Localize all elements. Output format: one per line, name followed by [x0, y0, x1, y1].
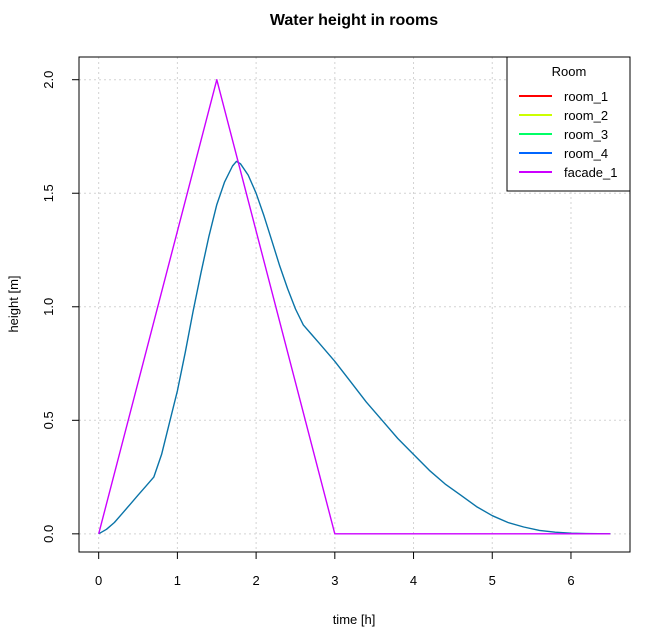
x-tick-label-1: 1: [174, 573, 181, 588]
legend: Room room_1 room_2 room_3 room_4 facade_1: [506, 56, 631, 192]
series-line-facade-1: [98, 78, 611, 535]
y-tick-label-3: 1.5: [41, 184, 56, 202]
y-axis: 0.0 0.5 1.0 1.5 2.0: [41, 71, 80, 543]
y-tick-label-4: 2.0: [41, 71, 56, 89]
y-axis-title: height [m]: [6, 275, 21, 332]
x-tick-label-3: 3: [331, 573, 338, 588]
series-layer: [98, 78, 611, 535]
legend-items: room_1 room_2 room_3 room_4 facade_1: [519, 89, 618, 180]
y-tick-label-1: 0.5: [41, 411, 56, 429]
chart-title: Water height in rooms: [270, 12, 438, 29]
x-axis: 0 1 2 3 4 5 6: [95, 551, 575, 588]
x-tick-label-0: 0: [95, 573, 102, 588]
y-tick-label-2: 1.0: [41, 298, 56, 316]
legend-label-facade-1: facade_1: [564, 165, 618, 180]
legend-label-room-2: room_2: [564, 108, 608, 123]
legend-label-room-1: room_1: [564, 89, 608, 104]
y-tick-label-0: 0.0: [41, 525, 56, 543]
x-tick-label-4: 4: [410, 573, 417, 588]
legend-box: [506, 56, 631, 192]
series-line-room-4: [98, 160, 611, 535]
x-axis-title: time [h]: [333, 612, 376, 627]
legend-title: Room: [552, 64, 587, 79]
legend-label-room-4: room_4: [564, 146, 608, 161]
legend-label-room-3: room_3: [564, 127, 608, 142]
x-tick-label-6: 6: [567, 573, 574, 588]
x-tick-label-2: 2: [252, 573, 259, 588]
x-tick-label-5: 5: [489, 573, 496, 588]
